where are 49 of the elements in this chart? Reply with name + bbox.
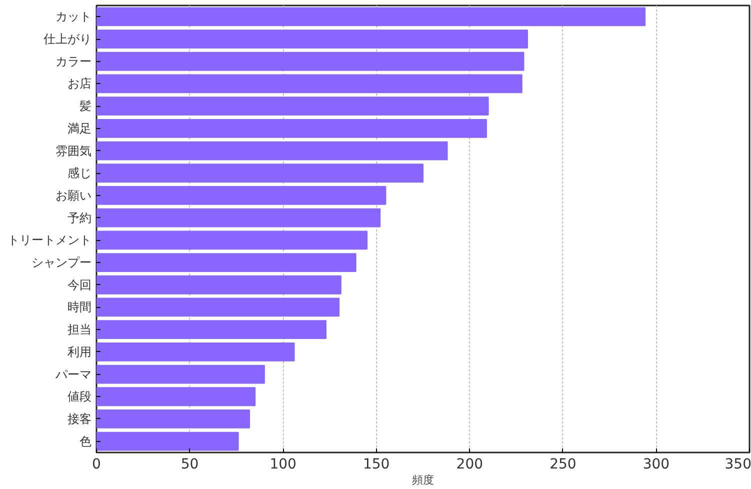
bar [96, 96, 489, 116]
x-tick-label: 350 [724, 456, 751, 472]
y-tick-label: 利用 [68, 344, 92, 359]
y-tick-label: 満足 [68, 121, 92, 136]
bar [96, 432, 239, 451]
bar [96, 230, 368, 250]
bar [96, 320, 326, 340]
bar [96, 208, 381, 228]
bar [96, 364, 265, 384]
y-tick-label: 仕上がり [42, 32, 92, 46]
y-tick-label: 今回 [68, 278, 92, 292]
x-tick-label: 300 [642, 456, 670, 472]
x-tick-label: 0 [92, 456, 101, 472]
bar [96, 7, 646, 26]
bar [96, 275, 342, 294]
bar [96, 342, 295, 362]
bar [96, 52, 524, 71]
x-tick-label: 150 [362, 456, 390, 472]
bar [96, 186, 386, 205]
bar [96, 253, 356, 272]
x-tick-label: 50 [180, 456, 199, 472]
bar [96, 30, 528, 48]
y-tick-label: お願い [56, 188, 92, 202]
y-tick-label: トリートメント [8, 233, 92, 248]
y-tick-label: パーマ [54, 367, 92, 382]
y-tick-label: 色 [80, 434, 92, 448]
y-tick-label: 担当 [68, 322, 92, 337]
x-axis-title: 頻度 [412, 474, 434, 486]
y-tick-label: 接客 [68, 412, 92, 426]
y-tick-label: 予約 [68, 210, 92, 225]
y-tick-label: カット [56, 10, 92, 24]
y-tick-label: 髪 [80, 99, 92, 114]
bar [96, 164, 424, 183]
bar [96, 141, 448, 160]
x-tick-label: 200 [456, 456, 484, 472]
y-tick-label: 雰囲気 [56, 144, 92, 158]
y-tick-label: シャンプー [32, 256, 92, 270]
y-tick-label: 感じ [68, 166, 92, 180]
bar [96, 298, 340, 317]
bar [96, 410, 250, 428]
x-tick-label: 250 [550, 456, 576, 472]
bar [96, 118, 487, 138]
x-tick-label: 100 [270, 456, 296, 472]
y-tick-label: 値段 [68, 390, 92, 404]
bar [96, 74, 522, 94]
bar [96, 387, 256, 406]
y-tick-label: カラー [56, 54, 92, 68]
y-tick-label: お店 [68, 76, 92, 91]
y-tick-label: 時間 [68, 300, 92, 314]
